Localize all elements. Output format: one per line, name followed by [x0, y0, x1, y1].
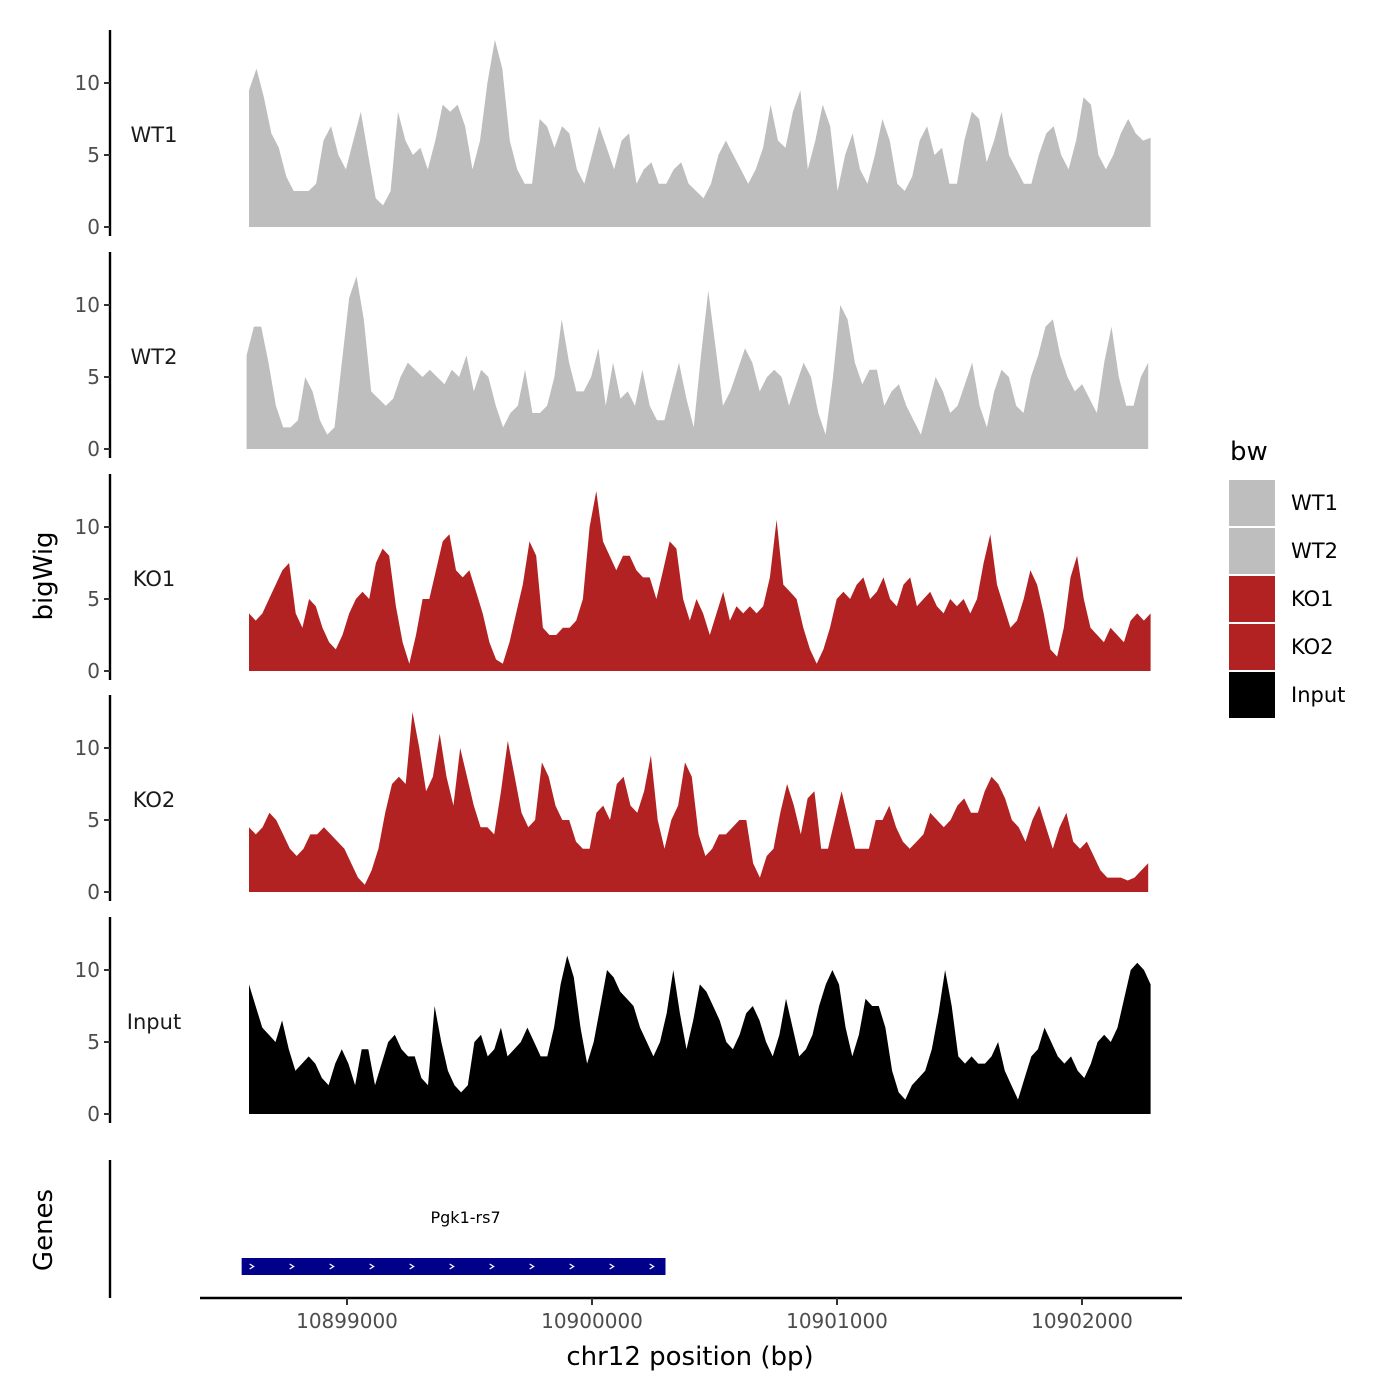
area-wt1 [249, 39, 1151, 227]
area-wt2 [246, 276, 1149, 449]
y-tick-label: 10 [75, 958, 100, 982]
legend-label-input: Input [1291, 683, 1345, 707]
gene-strand-arrow [249, 1263, 255, 1270]
track-ko1: 0 5 10 KO1 [75, 474, 1151, 683]
legend-key-ko1 [1229, 576, 1275, 622]
area-input [249, 955, 1151, 1114]
track-label-wt2: WT2 [131, 345, 178, 369]
gene-label: Pgk1-rs7 [431, 1208, 501, 1227]
legend-label-wt2: WT2 [1291, 539, 1338, 563]
y-tick-label: 5 [87, 143, 100, 167]
legend-title: bw [1230, 437, 1268, 467]
gene-strand-arrow [609, 1263, 615, 1270]
track-wt2: 0 5 10 WT2 [75, 252, 1149, 461]
y-tick-label: 5 [87, 365, 100, 389]
tracks-layer: 0 5 10 WT1 0 5 10 WT2 0 5 10 KO1 0 5 10 KO2 0 5 10 Input [75, 30, 1151, 1126]
x-tick-label: 10901000 [786, 1309, 888, 1333]
gene-strand-arrow [449, 1263, 455, 1270]
legend-label-ko2: KO2 [1291, 635, 1334, 659]
legend-key-wt1 [1229, 480, 1275, 526]
track-label-wt1: WT1 [131, 123, 178, 147]
track-wt1: 0 5 10 WT1 [75, 30, 1151, 239]
genes-layer: Pgk1-rs7 [108, 1160, 666, 1298]
legend-label-ko1: KO1 [1291, 587, 1334, 611]
area-ko1 [249, 491, 1151, 671]
gene-strand-arrow [569, 1263, 575, 1270]
x-axis-title: chr12 position (bp) [566, 1342, 813, 1372]
x-tick-label: 10899000 [296, 1309, 398, 1333]
legend: bw WT1 WT2 KO1 KO2 Input [1229, 437, 1345, 718]
gene-strand-arrow [529, 1263, 535, 1270]
gene-strand-arrow [289, 1263, 295, 1270]
y-tick-label: 10 [75, 515, 100, 539]
y-tick-label: 5 [87, 1030, 100, 1054]
y-tick-label: 0 [87, 1102, 100, 1126]
legend-key-wt2 [1229, 528, 1275, 574]
y-tick-label: 0 [87, 880, 100, 904]
y-tick-label: 0 [87, 659, 100, 683]
x-axis: 10899000 10900000 10901000 10902000 [200, 1296, 1182, 1333]
y-tick-label: 10 [75, 71, 100, 95]
track-label-input: Input [127, 1010, 181, 1034]
y-tick-label: 0 [87, 437, 100, 461]
area-ko2 [249, 712, 1149, 892]
y-tick-label: 10 [75, 293, 100, 317]
x-tick-label: 10900000 [541, 1309, 643, 1333]
track-ko2: 0 5 10 KO2 [75, 695, 1149, 904]
y-tick-label: 5 [87, 587, 100, 611]
y-axis-title: bigWig [29, 531, 59, 620]
track-label-ko2: KO2 [133, 788, 176, 812]
genes-track-title: Genes [29, 1189, 59, 1271]
gene-strand-arrow [329, 1263, 335, 1270]
x-tick-label: 10902000 [1031, 1309, 1133, 1333]
y-tick-label: 10 [75, 736, 100, 760]
y-tick-label: 5 [87, 808, 100, 832]
legend-key-ko2 [1229, 624, 1275, 670]
legend-label-wt1: WT1 [1291, 491, 1338, 515]
gene-strand-arrow [409, 1263, 415, 1270]
track-label-ko1: KO1 [133, 567, 176, 591]
legend-key-input [1229, 672, 1275, 718]
track-input: 0 5 10 Input [75, 917, 1151, 1126]
gene-strand-arrow [489, 1263, 495, 1270]
y-tick-label: 0 [87, 215, 100, 239]
gene-strand-arrow [649, 1263, 655, 1270]
gene-strand-arrow [369, 1263, 375, 1270]
